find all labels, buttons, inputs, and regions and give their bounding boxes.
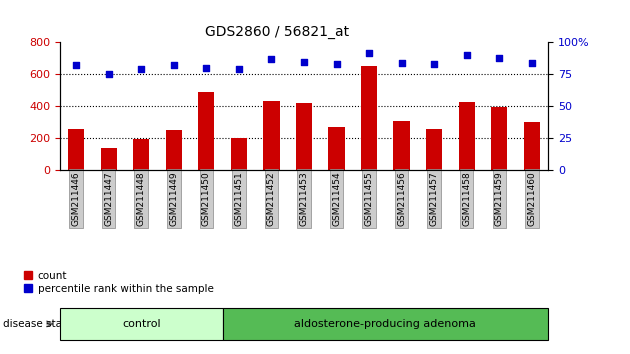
Bar xyxy=(133,139,149,170)
Point xyxy=(397,60,407,66)
Bar xyxy=(68,129,84,170)
Point xyxy=(462,52,472,58)
Bar xyxy=(328,127,345,170)
Bar xyxy=(166,130,182,170)
Text: GSM211454: GSM211454 xyxy=(332,171,341,226)
Bar xyxy=(263,101,280,170)
Point xyxy=(266,56,277,62)
Bar xyxy=(394,121,410,170)
Point xyxy=(494,55,504,61)
Text: GSM211457: GSM211457 xyxy=(430,171,438,226)
Bar xyxy=(296,103,312,170)
Text: aldosterone-producing adenoma: aldosterone-producing adenoma xyxy=(294,319,476,329)
Bar xyxy=(491,107,507,170)
Bar xyxy=(459,102,475,170)
Point xyxy=(136,67,146,72)
Text: GSM211459: GSM211459 xyxy=(495,171,504,226)
Point xyxy=(201,65,211,71)
Text: GSM211449: GSM211449 xyxy=(169,171,178,226)
Point xyxy=(234,67,244,72)
Bar xyxy=(426,129,442,170)
Text: GSM211460: GSM211460 xyxy=(527,171,536,226)
Point xyxy=(169,63,179,68)
Text: GSM211447: GSM211447 xyxy=(104,171,113,226)
Text: disease state: disease state xyxy=(3,319,72,329)
Text: GSM211458: GSM211458 xyxy=(462,171,471,226)
Point xyxy=(299,59,309,64)
Text: GSM211453: GSM211453 xyxy=(299,171,309,226)
Text: GSM211456: GSM211456 xyxy=(397,171,406,226)
Text: GSM211450: GSM211450 xyxy=(202,171,211,226)
Point xyxy=(103,72,113,77)
Point xyxy=(527,60,537,66)
Legend: count, percentile rank within the sample: count, percentile rank within the sample xyxy=(24,271,214,294)
Text: GSM211448: GSM211448 xyxy=(137,171,146,226)
Text: GSM211452: GSM211452 xyxy=(267,171,276,226)
Bar xyxy=(361,65,377,170)
Text: GSM211451: GSM211451 xyxy=(234,171,243,226)
Point xyxy=(71,63,81,68)
Point xyxy=(364,50,374,56)
Text: GSM211446: GSM211446 xyxy=(72,171,81,226)
Bar xyxy=(198,92,214,170)
Bar xyxy=(231,138,247,170)
Text: control: control xyxy=(122,319,161,329)
Point xyxy=(429,61,439,67)
Bar xyxy=(524,122,540,170)
Bar xyxy=(101,148,117,170)
Point xyxy=(331,61,341,67)
Text: GSM211455: GSM211455 xyxy=(365,171,374,226)
Text: GDS2860 / 56821_at: GDS2860 / 56821_at xyxy=(205,25,349,39)
